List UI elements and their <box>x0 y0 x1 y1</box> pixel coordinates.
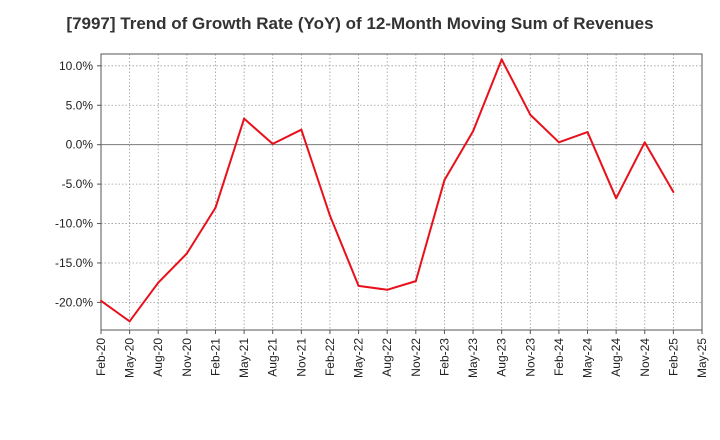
series-layer <box>100 58 675 323</box>
data-point <box>328 214 331 217</box>
data-point <box>500 58 503 61</box>
x-tick-label: May-25 <box>695 338 709 378</box>
x-tick-label: Nov-21 <box>294 338 308 377</box>
x-tick-label: Feb-22 <box>323 338 337 376</box>
plot-frame <box>100 53 703 331</box>
data-point <box>300 128 303 131</box>
x-tick-label: Feb-21 <box>208 338 222 376</box>
data-point <box>214 206 217 209</box>
data-point <box>472 130 475 133</box>
data-point <box>243 117 246 120</box>
x-tick-label: May-21 <box>237 338 251 378</box>
data-point <box>100 299 102 302</box>
data-point <box>443 179 446 182</box>
chart-title: [7997] Trend of Growth Rate (YoY) of 12-… <box>66 14 654 33</box>
x-axis-ticks: Feb-20 May-20 Aug-20 Nov-20 Feb-21 May-21 Aug-… <box>94 330 709 378</box>
x-tick-label: Feb-23 <box>437 338 451 376</box>
x-tick-label: Feb-24 <box>552 338 566 376</box>
data-point <box>414 280 417 283</box>
data-point <box>185 252 188 255</box>
x-tick-label: Feb-25 <box>666 338 680 376</box>
data-point <box>357 284 360 287</box>
data-point <box>672 191 675 193</box>
x-tick-label: Aug-20 <box>151 338 165 377</box>
data-point <box>128 320 131 323</box>
x-tick-label: Aug-22 <box>380 338 394 377</box>
x-tick-label: Aug-24 <box>609 338 623 377</box>
x-tick-label: May-24 <box>581 338 595 378</box>
data-point <box>643 141 646 144</box>
y-tick-label: 0.0% <box>66 138 94 152</box>
y-tick-label: -10.0% <box>55 217 93 231</box>
x-tick-label: Nov-22 <box>409 338 423 377</box>
data-point <box>271 142 274 145</box>
x-tick-label: Nov-23 <box>523 338 537 377</box>
x-tick-label: May-20 <box>123 338 137 378</box>
data-point <box>586 131 589 134</box>
x-tick-label: May-23 <box>466 338 480 378</box>
data-point <box>529 113 532 116</box>
axes <box>100 53 703 331</box>
y-tick-label: -20.0% <box>55 295 93 309</box>
x-tick-label: Aug-21 <box>266 338 280 377</box>
y-axis-ticks: 10.0% 5.0% 0.0% -5.0% -10.0% -15.0% -20.0% <box>55 59 101 309</box>
x-tick-label: Feb-20 <box>94 338 108 376</box>
grid <box>100 54 703 330</box>
y-tick-label: 10.0% <box>59 59 93 73</box>
y-tick-label: 5.0% <box>66 98 94 112</box>
y-tick-label: -15.0% <box>55 256 93 270</box>
data-point <box>615 197 618 200</box>
x-tick-label: Aug-23 <box>495 338 509 377</box>
data-point <box>386 288 389 291</box>
x-tick-label: Nov-24 <box>638 338 652 377</box>
x-tick-label: May-22 <box>352 338 366 378</box>
data-point <box>157 281 160 284</box>
data-point <box>557 141 560 144</box>
x-tick-label: Nov-20 <box>180 338 194 377</box>
y-tick-label: -5.0% <box>62 177 94 191</box>
